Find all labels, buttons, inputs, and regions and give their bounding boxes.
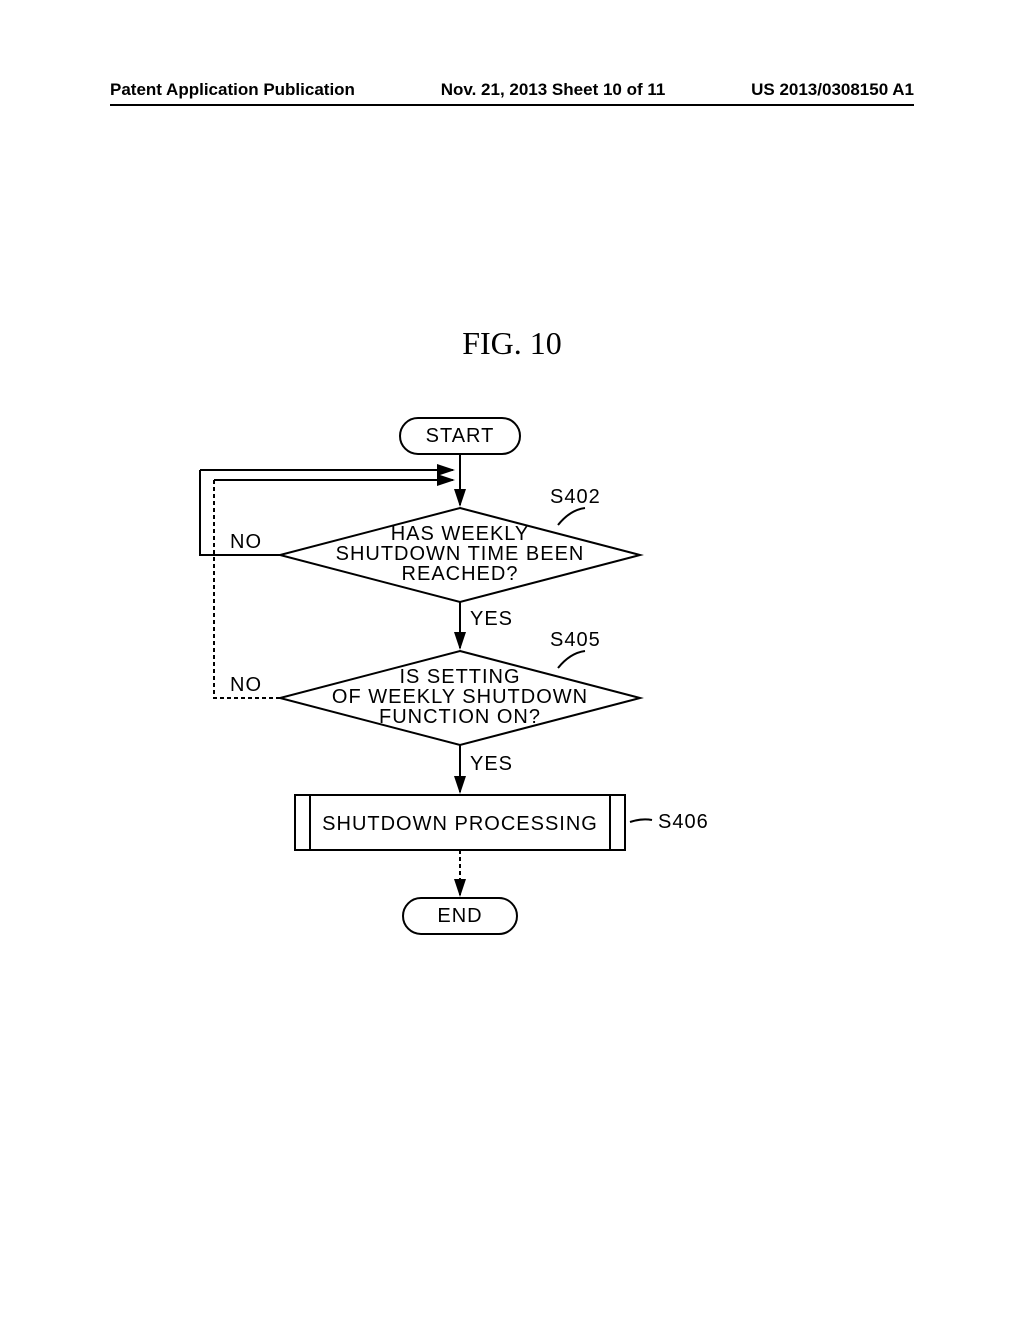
s402-text3: REACHED? [402,563,519,585]
flowchart-svg: START HAS WEEKLY SHUTDOWN TIME BEEN REAC… [140,400,860,1000]
end-label: END [437,905,482,927]
header-left: Patent Application Publication [110,80,355,100]
page-header: Patent Application Publication Nov. 21, … [110,80,914,106]
s406-label: SHUTDOWN PROCESSING [322,813,598,835]
s405-text1: IS SETTING [399,666,520,688]
s406-ref: S406 [658,811,709,833]
s402-text1: HAS WEEKLY [391,523,530,545]
start-label: START [426,425,495,447]
figure-title: FIG. 10 [0,325,1024,362]
s405-ref: S405 [550,629,601,651]
s405-no: NO [230,674,262,696]
patent-page: Patent Application Publication Nov. 21, … [0,0,1024,1320]
s405-yes: YES [470,753,513,775]
s402-ref: S402 [550,486,601,508]
s405-text3: FUNCTION ON? [379,706,541,728]
header-right: US 2013/0308150 A1 [751,80,914,100]
s402-yes: YES [470,608,513,630]
s405-text2: OF WEEKLY SHUTDOWN [332,686,588,708]
s402-no: NO [230,531,262,553]
header-center: Nov. 21, 2013 Sheet 10 of 11 [441,80,666,100]
s402-text2: SHUTDOWN TIME BEEN [336,543,585,565]
